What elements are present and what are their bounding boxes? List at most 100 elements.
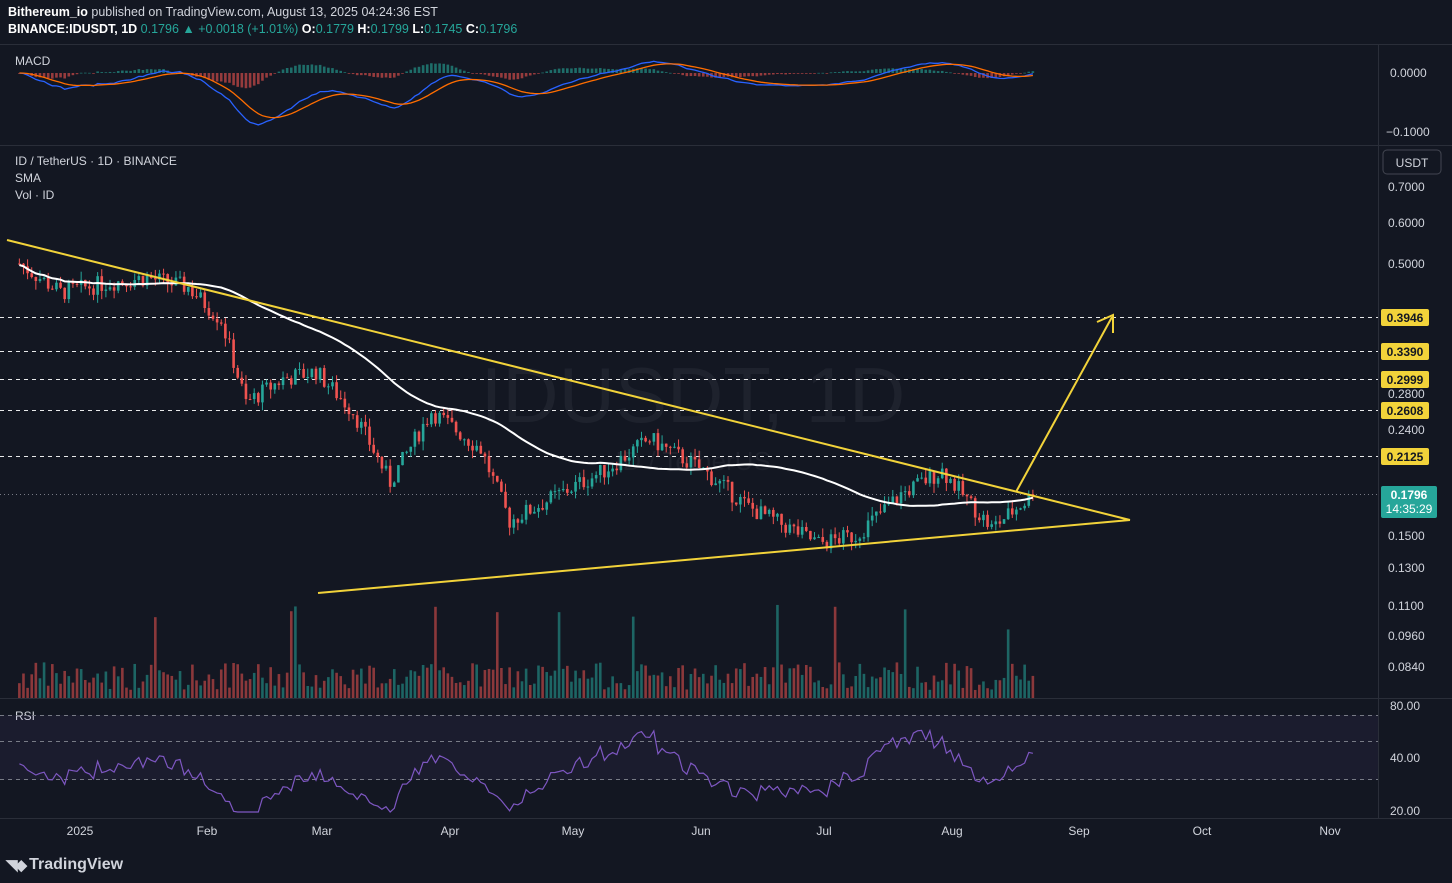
candle-body[interactable] — [833, 534, 837, 539]
candle-body[interactable] — [34, 277, 38, 282]
candle-body[interactable] — [636, 440, 639, 447]
time-axis[interactable]: 2025 Feb Mar Apr May Jun Jul Aug Sep Oct… — [67, 824, 1341, 838]
candle-body[interactable] — [372, 444, 375, 453]
candle-body[interactable] — [467, 439, 470, 446]
candle-body[interactable] — [1006, 508, 1010, 520]
candle-body[interactable] — [277, 383, 281, 386]
candle-body[interactable] — [767, 509, 771, 514]
candle-body[interactable] — [306, 377, 310, 379]
candle-body[interactable] — [837, 538, 841, 544]
candle-body[interactable] — [55, 282, 58, 290]
candle-body[interactable] — [289, 378, 293, 385]
candle-body[interactable] — [648, 441, 652, 443]
candle-body[interactable] — [557, 490, 561, 492]
candle-body[interactable] — [364, 421, 367, 427]
candle-body[interactable] — [1019, 508, 1022, 510]
candle-body[interactable] — [903, 491, 907, 493]
tradingview-logo[interactable]: ◥◆ TradingView — [6, 856, 123, 874]
candle-body[interactable] — [541, 508, 544, 510]
candle-body[interactable] — [257, 393, 260, 403]
candle-body[interactable] — [640, 437, 643, 441]
candle-body[interactable] — [644, 437, 647, 442]
candle-body[interactable] — [331, 382, 334, 387]
candle-body[interactable] — [916, 478, 919, 482]
candle-body[interactable] — [528, 504, 532, 514]
candle-body[interactable] — [730, 481, 734, 503]
candle-body[interactable] — [347, 407, 351, 415]
candle-body[interactable] — [355, 415, 359, 428]
candle-body[interactable] — [322, 368, 326, 387]
candle-body[interactable] — [298, 369, 301, 371]
candle-body[interactable] — [92, 288, 95, 295]
candle-body[interactable] — [318, 368, 322, 380]
candle-body[interactable] — [685, 463, 689, 468]
candle-body[interactable] — [891, 496, 895, 504]
candle-body[interactable] — [627, 457, 631, 461]
candle-body[interactable] — [804, 526, 808, 531]
candlesticks[interactable] — [18, 258, 1035, 554]
candle-body[interactable] — [487, 456, 491, 473]
candle-body[interactable] — [561, 488, 565, 491]
candle-body[interactable] — [327, 386, 330, 388]
candle-body[interactable] — [697, 459, 701, 468]
candle-body[interactable] — [1031, 494, 1035, 496]
candle-body[interactable] — [454, 421, 458, 433]
candle-body[interactable] — [178, 276, 182, 278]
candle-body[interactable] — [162, 273, 165, 275]
candle-body[interactable] — [961, 481, 965, 495]
candle-body[interactable] — [973, 498, 977, 518]
candle-body[interactable] — [360, 421, 363, 428]
candle-body[interactable] — [949, 478, 952, 483]
candle-body[interactable] — [240, 377, 244, 384]
candle-body[interactable] — [969, 496, 973, 499]
candle-body[interactable] — [108, 287, 112, 290]
candle-body[interactable] — [842, 530, 845, 544]
candle-body[interactable] — [800, 526, 804, 535]
candle-body[interactable] — [986, 514, 989, 527]
candle-body[interactable] — [38, 278, 42, 282]
candle-body[interactable] — [652, 433, 656, 442]
candle-body[interactable] — [656, 433, 660, 451]
candle-body[interactable] — [46, 277, 50, 289]
candle-body[interactable] — [895, 496, 899, 504]
candle-body[interactable] — [343, 398, 347, 408]
descending-trendline[interactable] — [6, 239, 1131, 521]
candle-body[interactable] — [714, 483, 717, 486]
candle-body[interactable] — [759, 506, 763, 520]
candle-body[interactable] — [425, 423, 429, 425]
candle-body[interactable] — [755, 508, 759, 520]
candle-body[interactable] — [920, 477, 923, 479]
candle-body[interactable] — [224, 323, 227, 339]
candle-body[interactable] — [294, 369, 297, 385]
candle-body[interactable] — [504, 491, 507, 508]
candle-body[interactable] — [405, 451, 408, 453]
candle-body[interactable] — [471, 445, 474, 451]
trendlines[interactable] — [6, 239, 1131, 594]
currency-button[interactable]: USDT — [1382, 149, 1442, 175]
candle-body[interactable] — [145, 275, 149, 286]
candle-body[interactable] — [141, 276, 145, 286]
candle-body[interactable] — [566, 488, 569, 493]
candle-body[interactable] — [722, 479, 726, 481]
candle-body[interactable] — [215, 318, 219, 323]
candle-body[interactable] — [491, 472, 495, 476]
candle-body[interactable] — [88, 286, 91, 289]
candle-body[interactable] — [681, 449, 684, 464]
sma-line[interactable] — [19, 264, 1034, 507]
candle-body[interactable] — [788, 524, 792, 533]
candle-body[interactable] — [228, 338, 231, 340]
candle-body[interactable] — [463, 439, 466, 441]
candle-body[interactable] — [912, 481, 915, 496]
candle-body[interactable] — [631, 446, 635, 458]
candle-body[interactable] — [446, 415, 450, 418]
candle-body[interactable] — [978, 517, 981, 521]
candle-body[interactable] — [442, 412, 446, 416]
candle-body[interactable] — [351, 414, 355, 416]
candle-body[interactable] — [932, 471, 936, 484]
candle-body[interactable] — [450, 417, 454, 422]
candle-body[interactable] — [1027, 494, 1031, 506]
candle-body[interactable] — [458, 432, 462, 440]
candle-body[interactable] — [388, 465, 392, 487]
candle-body[interactable] — [232, 339, 235, 368]
candle-body[interactable] — [578, 477, 581, 482]
